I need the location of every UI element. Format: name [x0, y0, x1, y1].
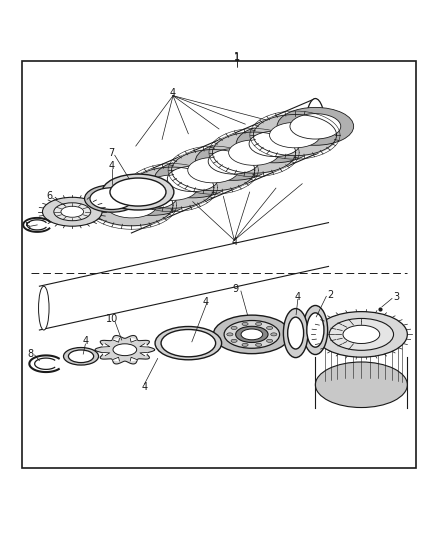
Polygon shape	[113, 338, 120, 342]
Ellipse shape	[236, 125, 313, 163]
Text: 7: 7	[109, 148, 115, 158]
Polygon shape	[140, 352, 147, 356]
Polygon shape	[140, 344, 147, 347]
Ellipse shape	[90, 188, 134, 209]
Polygon shape	[102, 352, 110, 356]
Ellipse shape	[39, 286, 49, 330]
Polygon shape	[102, 344, 110, 347]
Ellipse shape	[267, 340, 273, 342]
Ellipse shape	[188, 157, 239, 183]
Ellipse shape	[269, 123, 320, 148]
Ellipse shape	[161, 329, 215, 357]
Text: 1: 1	[233, 52, 240, 62]
Text: 6: 6	[46, 191, 52, 201]
Ellipse shape	[303, 305, 328, 354]
Ellipse shape	[283, 309, 308, 358]
Ellipse shape	[242, 322, 248, 326]
Text: 2: 2	[328, 290, 334, 300]
Ellipse shape	[110, 178, 166, 206]
Text: 4: 4	[141, 382, 148, 392]
Ellipse shape	[170, 149, 257, 191]
Ellipse shape	[106, 192, 157, 218]
Ellipse shape	[113, 177, 190, 215]
Ellipse shape	[85, 185, 139, 212]
Ellipse shape	[229, 140, 279, 165]
Ellipse shape	[68, 350, 94, 362]
Text: 4: 4	[231, 237, 237, 247]
Text: 5: 5	[25, 222, 31, 232]
Ellipse shape	[54, 203, 91, 221]
Text: 10: 10	[106, 314, 118, 324]
Polygon shape	[113, 357, 120, 361]
Ellipse shape	[329, 318, 393, 350]
Ellipse shape	[155, 327, 222, 360]
Ellipse shape	[227, 333, 233, 336]
Ellipse shape	[255, 322, 262, 326]
Ellipse shape	[64, 348, 99, 365]
Ellipse shape	[236, 326, 268, 343]
Ellipse shape	[241, 329, 263, 340]
Ellipse shape	[155, 160, 231, 198]
Ellipse shape	[231, 340, 237, 342]
Ellipse shape	[315, 312, 407, 357]
Ellipse shape	[113, 344, 137, 356]
Ellipse shape	[249, 131, 300, 157]
Text: 4: 4	[109, 161, 115, 171]
Ellipse shape	[42, 197, 102, 226]
Polygon shape	[130, 338, 137, 342]
Ellipse shape	[290, 114, 341, 139]
Ellipse shape	[102, 174, 174, 210]
Text: 1: 1	[233, 53, 240, 63]
Polygon shape	[95, 335, 155, 364]
Text: 4: 4	[170, 88, 176, 99]
Ellipse shape	[288, 317, 304, 349]
Ellipse shape	[255, 343, 262, 346]
Ellipse shape	[195, 142, 272, 180]
Ellipse shape	[315, 362, 407, 408]
Ellipse shape	[343, 325, 380, 343]
Text: 4: 4	[82, 336, 88, 346]
Ellipse shape	[61, 206, 84, 217]
Ellipse shape	[147, 175, 198, 200]
Ellipse shape	[231, 326, 237, 329]
Ellipse shape	[224, 320, 279, 348]
Text: 3: 3	[393, 292, 399, 302]
Text: 9: 9	[233, 284, 239, 294]
Ellipse shape	[271, 333, 277, 336]
Ellipse shape	[88, 184, 175, 227]
Ellipse shape	[277, 108, 353, 146]
Text: 4: 4	[203, 296, 209, 306]
Ellipse shape	[211, 131, 297, 174]
Polygon shape	[130, 357, 137, 361]
Ellipse shape	[129, 166, 215, 209]
Ellipse shape	[213, 315, 290, 354]
Ellipse shape	[208, 149, 259, 174]
Ellipse shape	[307, 313, 324, 347]
Ellipse shape	[306, 99, 325, 154]
Ellipse shape	[242, 343, 248, 346]
Ellipse shape	[167, 166, 218, 191]
Ellipse shape	[251, 114, 338, 157]
Ellipse shape	[127, 184, 177, 209]
Ellipse shape	[267, 326, 273, 329]
Text: 4: 4	[295, 292, 301, 302]
Text: 8: 8	[28, 349, 34, 359]
